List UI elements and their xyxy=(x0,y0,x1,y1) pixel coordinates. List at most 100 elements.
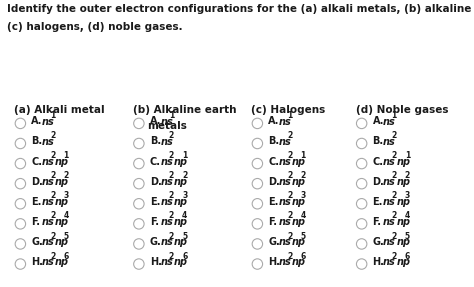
Text: 2: 2 xyxy=(392,212,397,220)
Text: np: np xyxy=(55,177,69,187)
Text: ns: ns xyxy=(279,237,292,247)
Text: D.: D. xyxy=(31,177,43,187)
Text: G.: G. xyxy=(31,237,43,247)
Text: 2: 2 xyxy=(392,151,397,160)
Text: ns: ns xyxy=(383,257,396,267)
Text: (b) Alkaline earth: (b) Alkaline earth xyxy=(133,105,236,115)
Text: np: np xyxy=(292,217,306,227)
Text: C.: C. xyxy=(373,156,383,166)
Text: B.: B. xyxy=(150,136,161,146)
Text: 1: 1 xyxy=(301,151,306,160)
Text: ns: ns xyxy=(383,177,396,187)
Text: np: np xyxy=(396,177,410,187)
Text: ns: ns xyxy=(279,257,292,267)
Text: ns: ns xyxy=(383,137,396,147)
Text: np: np xyxy=(396,157,410,167)
Text: np: np xyxy=(292,237,306,247)
Text: 2: 2 xyxy=(287,212,292,220)
Text: H.: H. xyxy=(373,257,384,267)
Text: 2: 2 xyxy=(392,171,397,180)
Text: E.: E. xyxy=(31,197,42,207)
Text: 2: 2 xyxy=(50,212,55,220)
Text: (d) Noble gases: (d) Noble gases xyxy=(356,105,448,115)
Text: A.: A. xyxy=(150,116,161,126)
Text: 2: 2 xyxy=(169,151,174,160)
Text: 2: 2 xyxy=(287,151,292,160)
Text: ns: ns xyxy=(383,117,396,127)
Text: ns: ns xyxy=(160,217,173,227)
Text: np: np xyxy=(396,257,410,267)
Text: ns: ns xyxy=(383,217,396,227)
Text: np: np xyxy=(173,177,188,187)
Text: 2: 2 xyxy=(169,131,174,140)
Text: 2: 2 xyxy=(169,232,174,241)
Text: np: np xyxy=(55,157,69,167)
Text: 2: 2 xyxy=(392,191,397,200)
Text: 4: 4 xyxy=(405,212,410,220)
Text: 2: 2 xyxy=(169,212,174,220)
Text: ns: ns xyxy=(160,117,173,127)
Text: metals: metals xyxy=(147,121,187,131)
Text: np: np xyxy=(55,237,69,247)
Text: (a) Alkali metal: (a) Alkali metal xyxy=(14,105,105,115)
Text: np: np xyxy=(292,177,306,187)
Text: ns: ns xyxy=(42,117,55,127)
Text: 2: 2 xyxy=(182,171,187,180)
Text: np: np xyxy=(55,197,69,207)
Text: 4: 4 xyxy=(182,212,187,220)
Text: E.: E. xyxy=(373,197,383,207)
Text: ns: ns xyxy=(279,177,292,187)
Text: F.: F. xyxy=(373,217,382,227)
Text: ns: ns xyxy=(279,137,292,147)
Text: ns: ns xyxy=(42,217,55,227)
Text: 2: 2 xyxy=(64,171,69,180)
Text: np: np xyxy=(396,237,410,247)
Text: 5: 5 xyxy=(405,232,410,241)
Text: 1: 1 xyxy=(182,151,187,160)
Text: 2: 2 xyxy=(287,191,292,200)
Text: ns: ns xyxy=(383,237,396,247)
Text: 5: 5 xyxy=(64,232,69,241)
Text: 3: 3 xyxy=(301,191,306,200)
Text: 3: 3 xyxy=(182,191,187,200)
Text: ns: ns xyxy=(42,197,55,207)
Text: 2: 2 xyxy=(50,171,55,180)
Text: 1: 1 xyxy=(287,111,292,120)
Text: np: np xyxy=(292,197,306,207)
Text: 6: 6 xyxy=(64,252,69,261)
Text: F.: F. xyxy=(268,217,277,227)
Text: G.: G. xyxy=(373,237,384,247)
Text: np: np xyxy=(292,157,306,167)
Text: 2: 2 xyxy=(50,232,55,241)
Text: 2: 2 xyxy=(392,131,397,140)
Text: 2: 2 xyxy=(287,171,292,180)
Text: (c) Halogens: (c) Halogens xyxy=(251,105,326,115)
Text: 1: 1 xyxy=(50,111,55,120)
Text: 1: 1 xyxy=(169,111,174,120)
Text: G.: G. xyxy=(150,237,162,247)
Text: 2: 2 xyxy=(169,191,174,200)
Text: 2: 2 xyxy=(301,171,306,180)
Text: ns: ns xyxy=(42,177,55,187)
Text: ns: ns xyxy=(383,197,396,207)
Text: H.: H. xyxy=(268,257,280,267)
Text: D.: D. xyxy=(150,177,162,187)
Text: np: np xyxy=(173,197,188,207)
Text: 2: 2 xyxy=(50,252,55,261)
Text: 2: 2 xyxy=(169,252,174,261)
Text: A.: A. xyxy=(31,116,43,126)
Text: ns: ns xyxy=(42,137,55,147)
Text: ns: ns xyxy=(383,157,396,167)
Text: B.: B. xyxy=(373,136,383,146)
Text: (c) halogens, (d) noble gases.: (c) halogens, (d) noble gases. xyxy=(7,22,183,32)
Text: 2: 2 xyxy=(169,171,174,180)
Text: 2: 2 xyxy=(392,232,397,241)
Text: ns: ns xyxy=(160,157,173,167)
Text: ns: ns xyxy=(279,157,292,167)
Text: 4: 4 xyxy=(301,212,306,220)
Text: 2: 2 xyxy=(392,252,397,261)
Text: np: np xyxy=(396,217,410,227)
Text: 5: 5 xyxy=(301,232,306,241)
Text: E.: E. xyxy=(268,197,279,207)
Text: np: np xyxy=(173,237,188,247)
